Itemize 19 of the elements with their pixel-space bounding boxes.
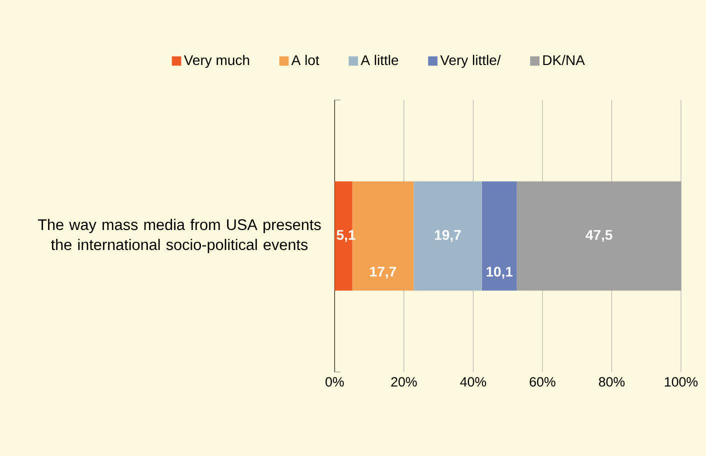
legend-label: A little (360, 54, 398, 66)
x-tick-label: 40% (460, 377, 486, 387)
x-tick-label: 0% (326, 377, 344, 387)
y-tick-label: The way mass media from USA presents the international socio-political events (38, 218, 321, 254)
data-label: 47,5 (586, 230, 612, 242)
bar (414, 181, 482, 291)
legend-label: DK/NA (543, 54, 585, 66)
legend-label: Very little/ (440, 54, 501, 68)
data-label: 19,7 (434, 230, 461, 242)
bar (482, 181, 517, 291)
legend-label: A lot (291, 54, 320, 66)
x-tick-label: 100% (664, 377, 698, 387)
data-label: 17,7 (370, 266, 396, 279)
x-tick-label: 80% (598, 377, 625, 387)
x-tick-label: 20% (391, 377, 417, 387)
data-label: 10,1 (486, 266, 513, 279)
data-label: 5,1 (336, 230, 356, 242)
legend-label: Very much (184, 54, 250, 68)
x-tick-label: 60% (530, 377, 556, 387)
